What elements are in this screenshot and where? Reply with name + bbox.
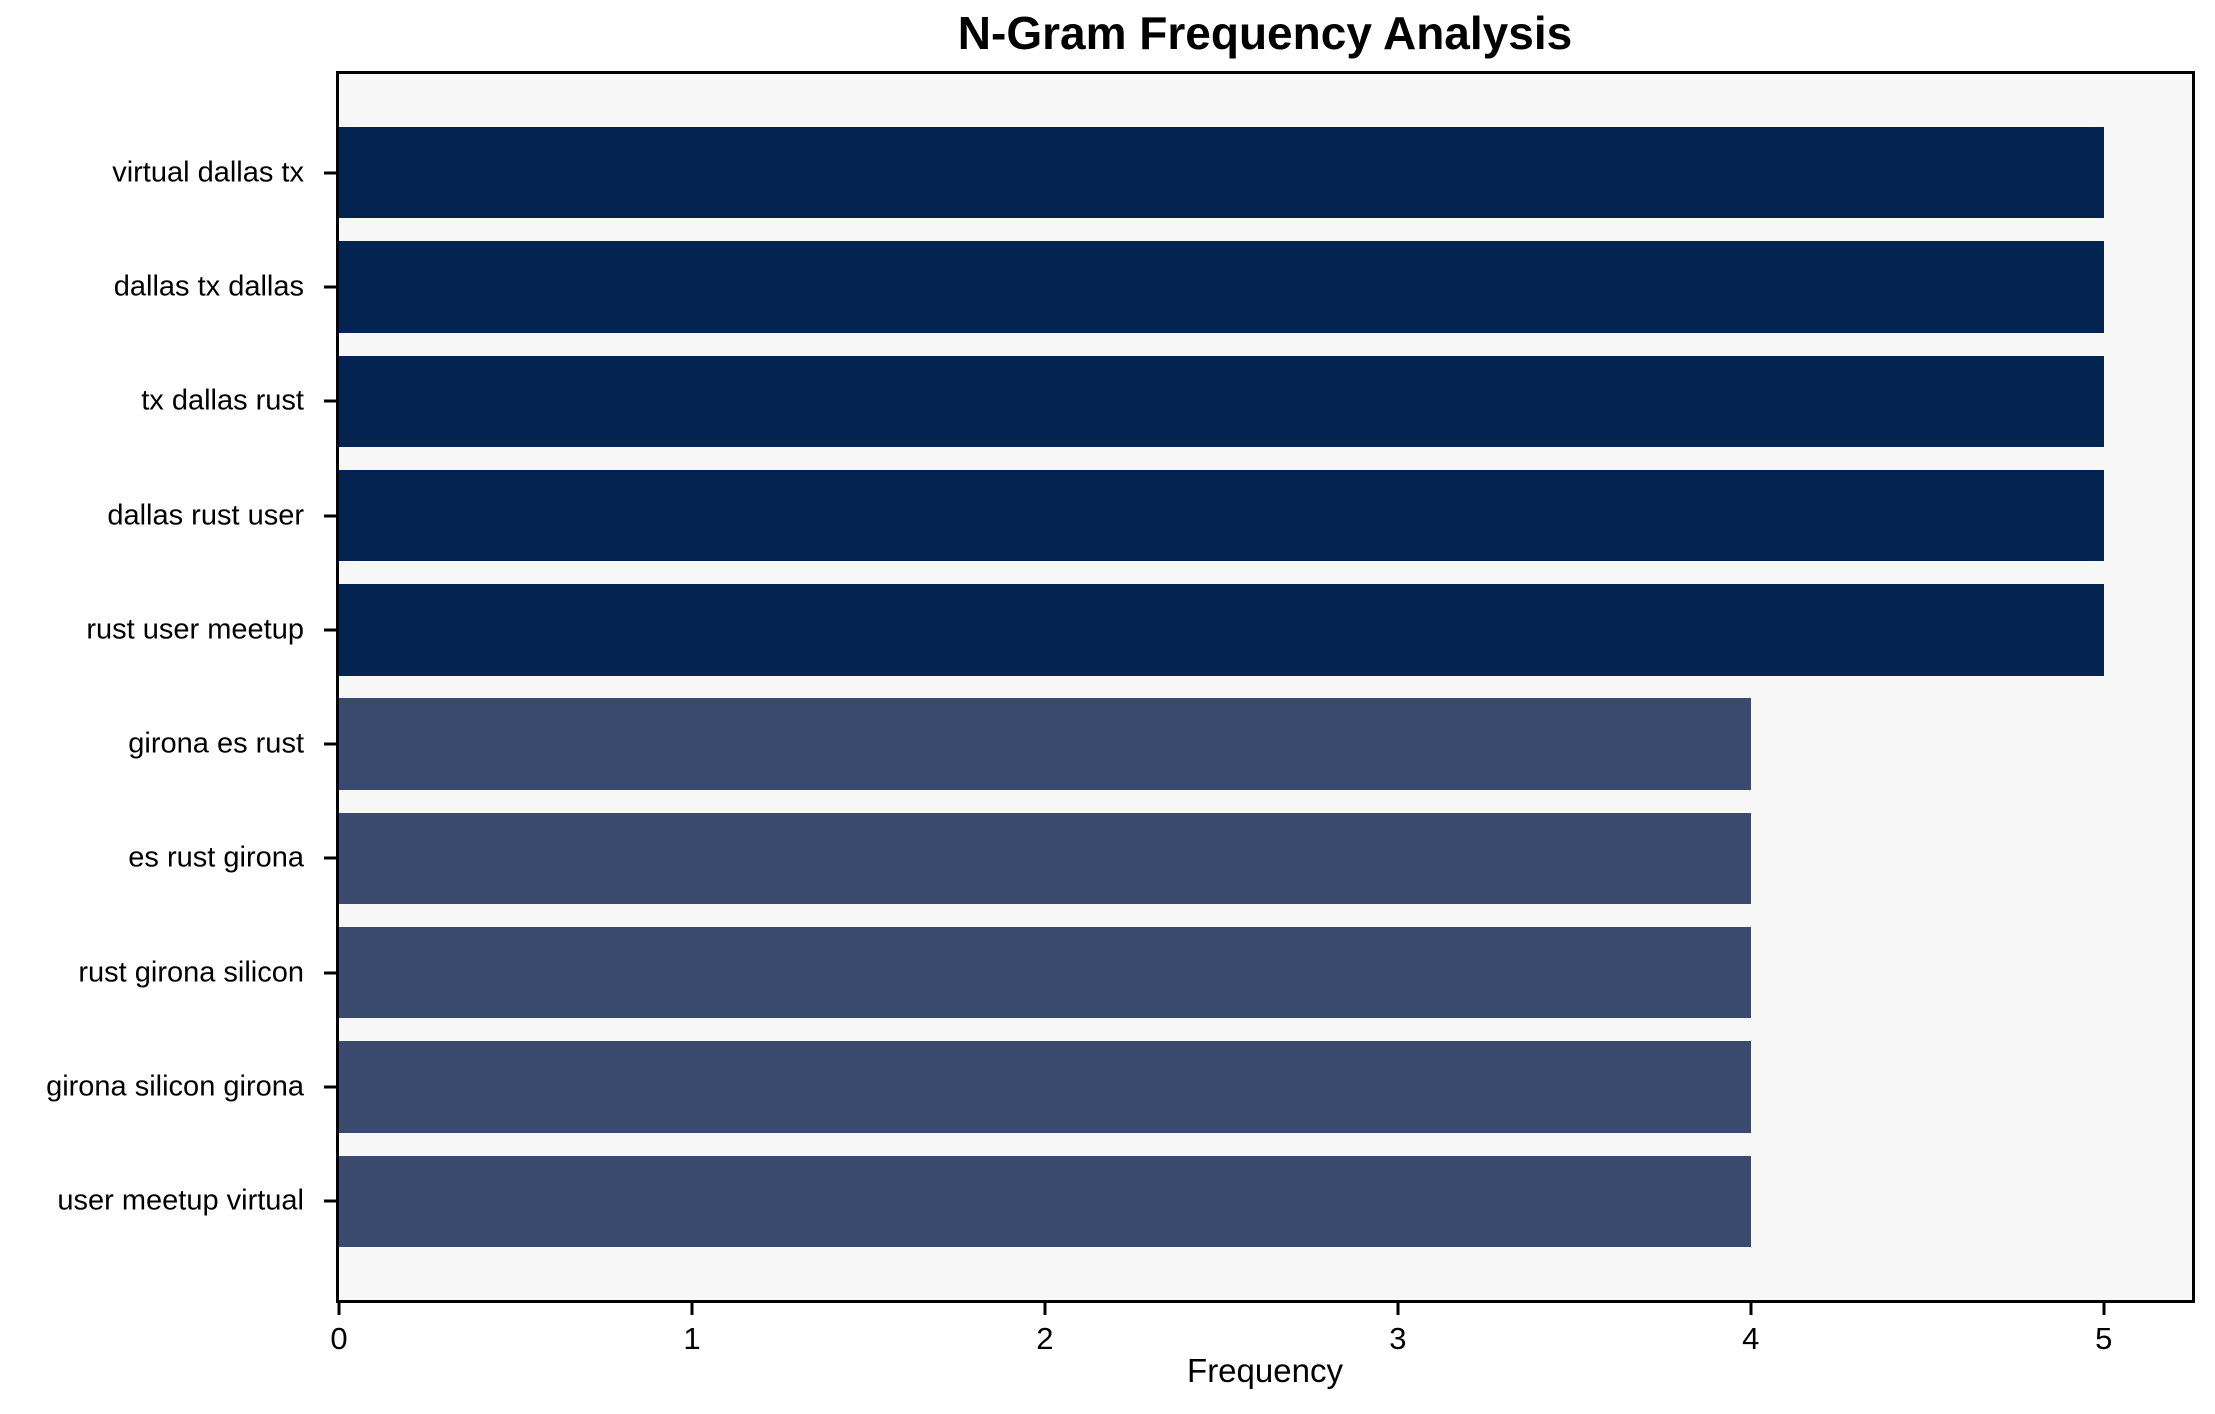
x-tick-label: 5 [2095, 1321, 2113, 1356]
y-tick-label: rust user meetup [86, 613, 304, 646]
y-tick-label: user meetup virtual [57, 1184, 304, 1217]
y-tick-mark [324, 971, 336, 975]
y-tick-mark [324, 856, 336, 860]
x-axis-label: Frequency [1187, 1352, 1343, 1389]
y-tick-label: virtual dallas tx [112, 156, 304, 189]
bar [339, 584, 2104, 676]
y-tick-mark [324, 742, 336, 746]
x-tick-mark [1043, 1303, 1047, 1315]
x-tick-mark [690, 1303, 694, 1315]
y-tick-mark [324, 628, 336, 632]
bar [339, 927, 1751, 1019]
x-tick-label: 0 [330, 1321, 348, 1356]
bar [339, 1041, 1751, 1133]
y-tick-mark [324, 514, 336, 518]
y-tick-label: tx dallas rust [141, 384, 304, 417]
bar [339, 241, 2104, 333]
y-tick-mark [324, 1199, 336, 1203]
y-tick-label: rust girona silicon [78, 956, 304, 989]
bar [339, 698, 1751, 790]
x-tick-label: 1 [683, 1321, 701, 1356]
x-tick-label: 3 [1389, 1321, 1407, 1356]
bar [339, 1155, 1751, 1247]
y-tick-mark [324, 171, 336, 175]
x-tick-label: 4 [1742, 1321, 1760, 1356]
x-tick-mark [1396, 1303, 1400, 1315]
y-tick-mark [324, 285, 336, 289]
y-tick-label: girona es rust [128, 727, 304, 760]
bar [339, 812, 1751, 905]
y-tick-label: girona silicon girona [46, 1070, 304, 1103]
bar [339, 127, 2104, 219]
y-tick-mark [324, 399, 336, 403]
y-tick-label: dallas rust user [107, 499, 304, 532]
bar [339, 469, 2104, 562]
x-tick-mark [1749, 1303, 1753, 1315]
y-tick-label: es rust girona [128, 841, 304, 874]
bar [339, 355, 2104, 447]
x-tick-mark [2102, 1303, 2106, 1315]
x-tick-mark [337, 1303, 341, 1315]
chart-title: N-Gram Frequency Analysis [957, 7, 1573, 59]
y-tick-mark [324, 1085, 336, 1089]
plot-area [336, 71, 2195, 1303]
y-tick-label: dallas tx dallas [113, 270, 304, 303]
x-tick-label: 2 [1036, 1321, 1054, 1356]
